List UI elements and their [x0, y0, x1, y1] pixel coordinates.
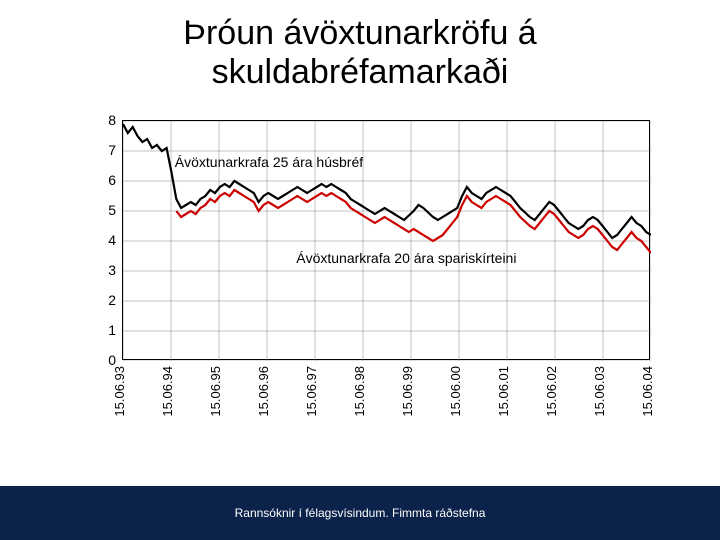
y-tick-label: 4	[108, 232, 116, 248]
y-tick-label: 7	[108, 142, 116, 158]
slide-title: Þróun ávöxtunarkröfu á skuldabréfamarkað…	[0, 0, 720, 92]
y-tick-label: 5	[108, 202, 116, 218]
y-tick-label: 1	[108, 322, 116, 338]
y-tick-label: 8	[108, 112, 116, 128]
title-line-2: skuldabréfamarkaði	[212, 53, 509, 91]
footer-bar: Rannsóknir í félagsvísindum. Fimmta ráðs…	[0, 486, 720, 540]
slide: Þróun ávöxtunarkröfu á skuldabréfamarkað…	[0, 0, 720, 540]
x-tick-label: 15.06.04	[640, 366, 704, 417]
chart-annotation: Ávöxtunarkrafa 20 ára spariskírteini	[296, 250, 516, 266]
y-tick-label: 2	[108, 292, 116, 308]
yield-chart: 012345678 15.06.9315.06.9415.06.9515.06.…	[90, 120, 650, 430]
series-20yr	[176, 190, 651, 253]
footer-text: Rannsóknir í félagsvísindum. Fimmta ráðs…	[235, 506, 486, 520]
title-line-1: Þróun ávöxtunarkröfu á	[183, 14, 536, 52]
y-tick-label: 6	[108, 172, 116, 188]
y-tick-label: 3	[108, 262, 116, 278]
chart-annotation: Ávöxtunarkrafa 25 ára húsbréf	[175, 154, 363, 170]
